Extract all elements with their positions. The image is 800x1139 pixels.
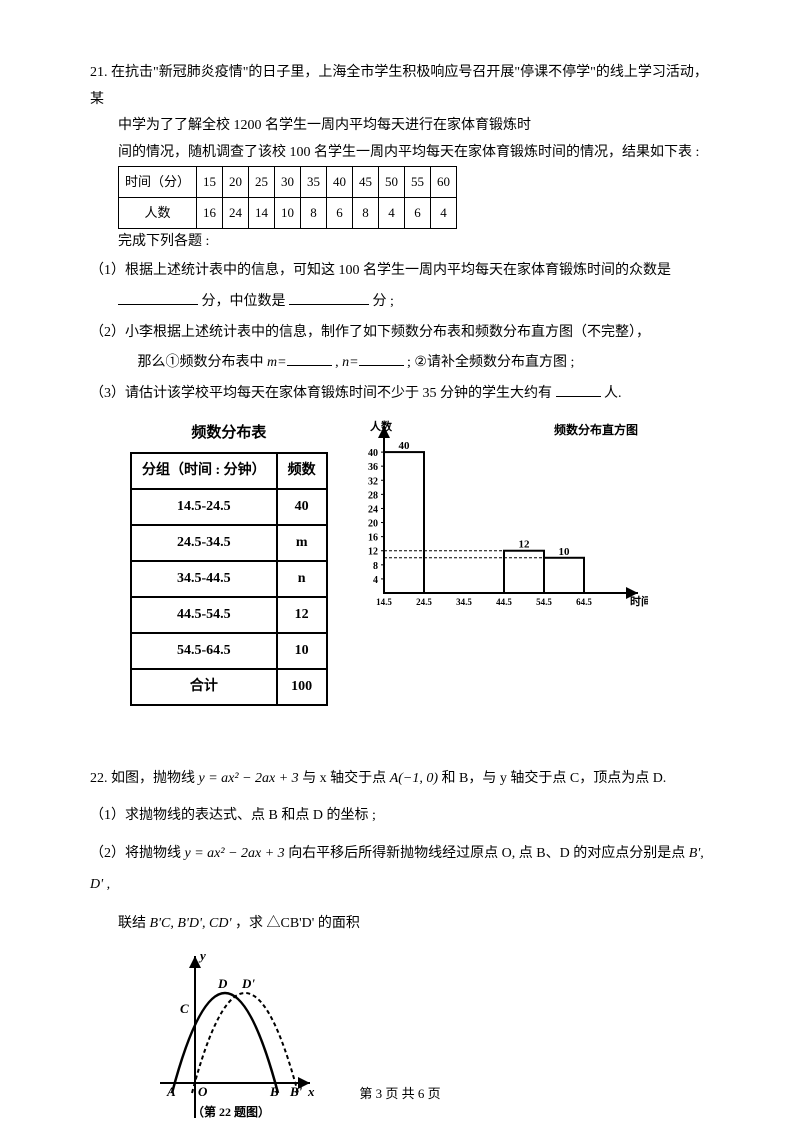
svg-text:40: 40 — [398, 440, 410, 452]
svg-text:人数: 人数 — [370, 419, 393, 433]
svg-text:（第 22 题图）: （第 22 题图） — [192, 1104, 270, 1119]
svg-text:24: 24 — [368, 504, 378, 515]
q22-sub2-line2: 联结 B'C, B'D', CD' ，求 △CB'D' 的面积 — [118, 911, 710, 938]
blank-m[interactable] — [287, 352, 332, 366]
q21-sub3: （3）请估计该学校平均每天在家体育锻炼时间不少于 35 分钟的学生大约有 人. — [90, 379, 710, 410]
svg-text:12: 12 — [518, 539, 530, 551]
q22-stem: 22. 如图，抛物线 y = ax² − 2ax + 3 与 x 轴交于点 A(… — [90, 766, 710, 793]
q21-stem: 21. 在抗击"新冠肺炎疫情"的日子里，上海全市学生积极响应号召开展"停课不停学… — [90, 60, 710, 113]
table-row: 时间（分） 15 20 25 30 35 40 45 50 55 60 — [119, 167, 457, 198]
blank-count[interactable] — [556, 383, 601, 397]
table-row: 34.5-44.5n — [131, 561, 327, 597]
svg-text:D': D' — [241, 976, 255, 991]
row-label: 人数 — [119, 198, 197, 229]
q21-line3: 间的情况，随机调查了该校 100 名学生一周内平均每天在家体育锻炼时间的情况，结… — [118, 140, 710, 167]
freq-table: 分组（时间 : 分钟） 频数 14.5-24.540 24.5-34.5m 34… — [130, 452, 328, 706]
table-row: 14.5-24.540 — [131, 489, 327, 525]
svg-text:8: 8 — [373, 561, 378, 572]
q21-line1: 在抗击"新冠肺炎疫情"的日子里，上海全市学生积极响应号召开展"停课不停学"的线上… — [90, 65, 708, 107]
q21-line4: 完成下列各题 : — [118, 229, 710, 256]
freq-table-wrapper: 频数分布表 分组（时间 : 分钟） 频数 14.5-24.540 24.5-34… — [130, 418, 328, 706]
q21-data-table: 时间（分） 15 20 25 30 35 40 45 50 55 60 人数 1… — [118, 166, 457, 229]
svg-text:44.5: 44.5 — [496, 597, 512, 607]
row-label: 时间（分） — [119, 167, 197, 198]
question-21: 21. 在抗击"新冠肺炎疫情"的日子里，上海全市学生积极响应号召开展"停课不停学… — [90, 60, 710, 706]
svg-text:16: 16 — [368, 533, 378, 544]
q22-sub2: （2）将抛物线 y = ax² − 2ax + 3 向右平移后所得新抛物线经过原… — [90, 839, 710, 901]
svg-text:D: D — [217, 976, 228, 991]
q21-figures: 频数分布表 分组（时间 : 分钟） 频数 14.5-24.540 24.5-34… — [130, 418, 710, 706]
page-footer: 第 3 页 共 6 页 — [0, 1083, 800, 1102]
svg-text:20: 20 — [368, 518, 378, 529]
q22-number: 22. — [90, 771, 108, 786]
table-row: 54.5-64.510 — [131, 633, 327, 669]
blank-mode[interactable] — [118, 291, 198, 305]
q21-sub1: （1）根据上述统计表中的信息，可知这 100 名学生一周内平均每天在家体育锻炼时… — [90, 256, 710, 318]
svg-text:时间(分): 时间(分) — [630, 594, 648, 608]
svg-text:54.5: 54.5 — [536, 597, 552, 607]
svg-text:10: 10 — [558, 546, 570, 558]
formula: y = ax² − 2ax + 3 — [199, 771, 299, 786]
svg-text:C: C — [180, 1001, 189, 1016]
table-row: 24.5-34.5m — [131, 525, 327, 561]
histogram-chart: 4 8 12 16 20 24 28 32 36 40 14.5 24.5 34.5 44.5 54.5 64… — [348, 418, 648, 618]
freq-table-title: 频数分布表 — [130, 418, 328, 448]
q21-number: 21. — [90, 65, 108, 80]
svg-text:40: 40 — [368, 448, 378, 459]
svg-text:28: 28 — [368, 490, 378, 501]
q22-sub1: （1）求抛物线的表达式、点 B 和点 D 的坐标 ; — [90, 801, 710, 832]
svg-text:12: 12 — [368, 547, 378, 558]
table-row: 合计100 — [131, 669, 327, 705]
svg-text:32: 32 — [368, 476, 378, 487]
q21-line2: 中学为了了解全校 1200 名学生一周内平均每天进行在家体育锻炼时 — [118, 113, 710, 140]
table-row: 人数 16 24 14 10 8 6 8 4 6 4 — [119, 198, 457, 229]
blank-n[interactable] — [359, 352, 404, 366]
svg-text:4: 4 — [373, 575, 378, 586]
blank-median[interactable] — [289, 291, 369, 305]
svg-text:34.5: 34.5 — [456, 597, 472, 607]
table-row: 44.5-54.512 — [131, 597, 327, 633]
svg-text:频数分布直方图: 频数分布直方图 — [554, 422, 638, 437]
q21-sub2: （2）小李根据上述统计表中的信息，制作了如下频数分布表和频数分布直方图（不完整）… — [90, 318, 710, 380]
svg-text:y: y — [198, 948, 206, 963]
table-row: 分组（时间 : 分钟） 频数 — [131, 453, 327, 489]
svg-text:24.5: 24.5 — [416, 597, 432, 607]
svg-text:36: 36 — [368, 462, 378, 473]
svg-text:64.5: 64.5 — [576, 597, 592, 607]
svg-text:14.5: 14.5 — [376, 597, 392, 607]
